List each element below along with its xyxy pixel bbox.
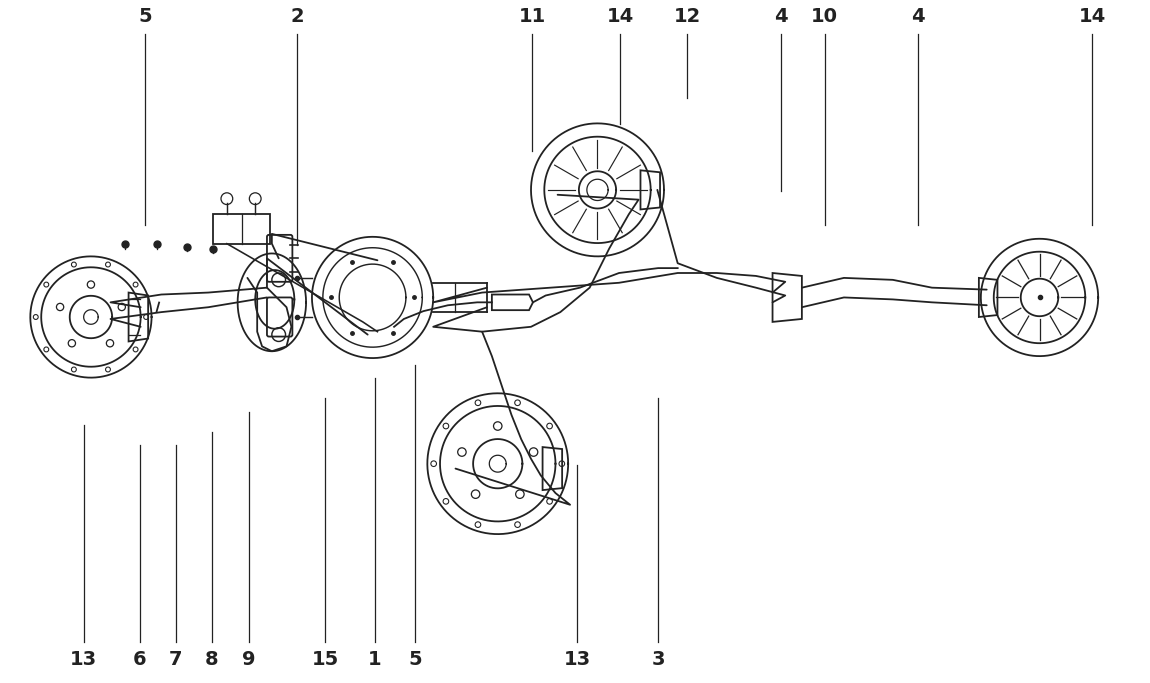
Text: 4: 4	[911, 8, 925, 27]
Text: 13: 13	[564, 650, 591, 669]
Text: 13: 13	[70, 650, 97, 669]
Text: 12: 12	[674, 8, 702, 27]
Text: 1: 1	[368, 650, 382, 669]
Text: 5: 5	[139, 8, 152, 27]
Text: 10: 10	[811, 8, 838, 27]
Text: 8: 8	[205, 650, 218, 669]
Text: 7: 7	[169, 650, 183, 669]
Text: 15: 15	[312, 650, 339, 669]
Text: 14: 14	[606, 8, 634, 27]
Text: 6: 6	[133, 650, 146, 669]
Text: 11: 11	[519, 8, 546, 27]
Text: 9: 9	[243, 650, 255, 669]
Text: 2: 2	[291, 8, 304, 27]
Text: 14: 14	[1079, 8, 1106, 27]
Text: 4: 4	[774, 8, 788, 27]
Text: 3: 3	[651, 650, 665, 669]
Text: 5: 5	[408, 650, 422, 669]
